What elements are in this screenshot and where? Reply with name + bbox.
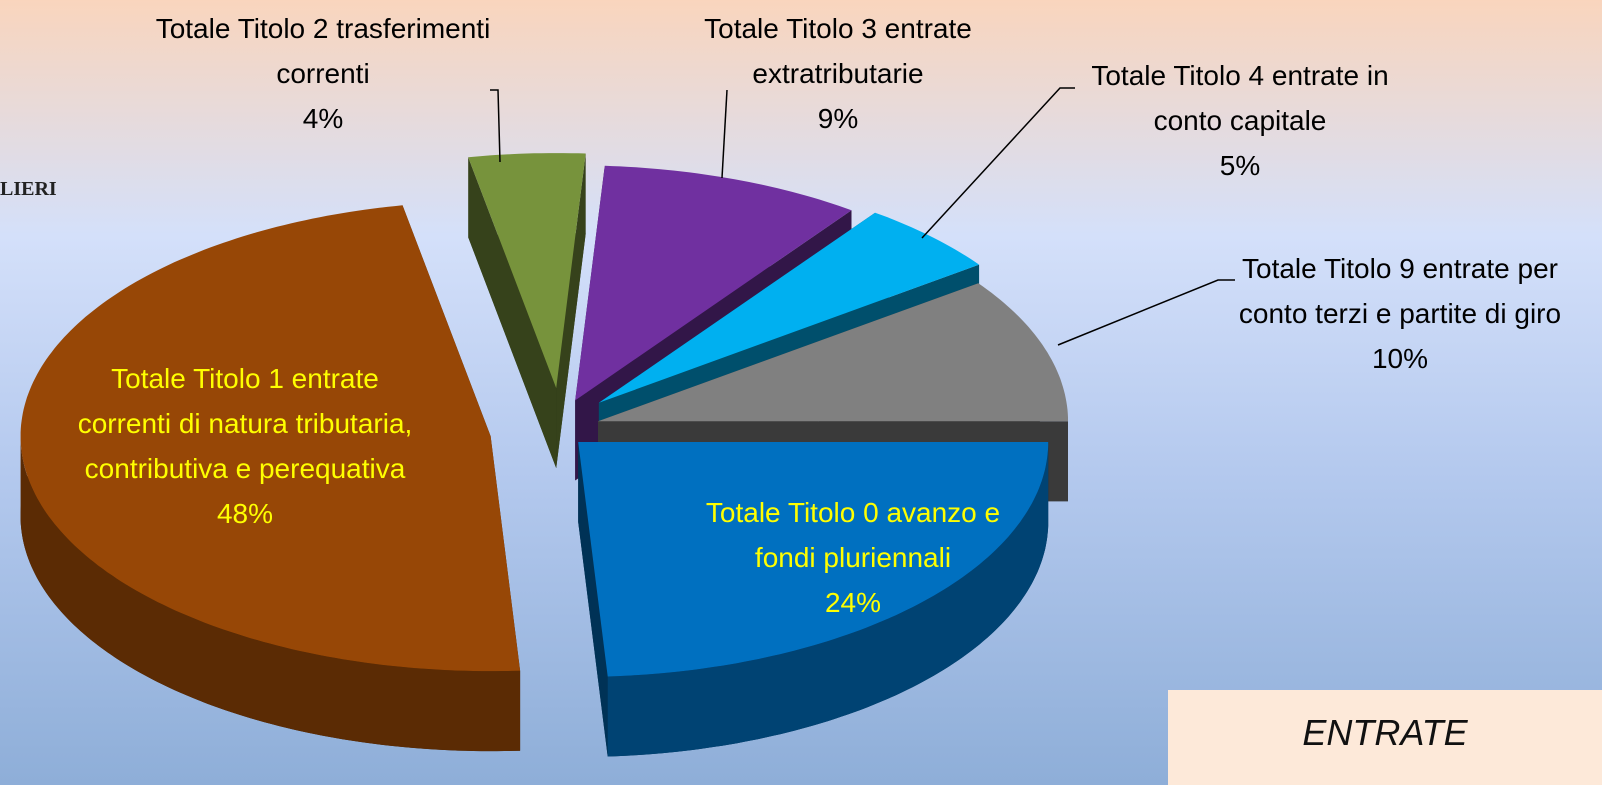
slice-label: Totale Titolo 3 entrate extratributarie 9… bbox=[663, 6, 1013, 141]
slice-label: Totale Titolo 2 trasferimenti correnti 4% bbox=[153, 6, 493, 141]
leader-line bbox=[721, 89, 728, 179]
slice-top bbox=[20, 205, 521, 672]
category-label: Totale Titolo 0 avanzo e fondi plurienna… bbox=[705, 497, 1001, 573]
leader-line bbox=[1057, 279, 1235, 346]
category-label: Totale Titolo 4 entrate in conto capital… bbox=[1091, 60, 1389, 136]
slice-label: Totale Titolo 9 entrate per conto terzi … bbox=[1235, 246, 1565, 381]
slice-label: Totale Titolo 0 avanzo e fondi plurienna… bbox=[683, 490, 1023, 625]
slice-top bbox=[575, 165, 852, 401]
title-box: ENTRATE bbox=[1168, 690, 1602, 785]
leader-line bbox=[921, 87, 1075, 239]
slice bbox=[578, 442, 1049, 757]
slice bbox=[468, 153, 586, 469]
box-title: ENTRATE bbox=[1302, 712, 1468, 753]
slice-label: Totale Titolo 4 entrate in conto capital… bbox=[1070, 53, 1410, 188]
slice bbox=[20, 205, 521, 752]
slice-wall bbox=[607, 442, 1049, 757]
slice-side bbox=[556, 153, 586, 469]
slice-top bbox=[598, 212, 980, 403]
value-label: 48% bbox=[216, 498, 274, 529]
value-label: 4% bbox=[302, 103, 344, 134]
slice-wall bbox=[20, 436, 521, 752]
value-label: 10% bbox=[1371, 343, 1429, 374]
category-label: Totale Titolo 9 entrate per conto terzi … bbox=[1238, 253, 1562, 329]
slice-side bbox=[578, 442, 608, 757]
slice-top bbox=[468, 153, 586, 389]
category-label: Totale Titolo 1 entrate correnti di natu… bbox=[77, 363, 413, 484]
slice-label: Totale Titolo 1 entrate correnti di natu… bbox=[75, 356, 415, 536]
slice-side bbox=[468, 157, 557, 469]
value-label: 24% bbox=[824, 587, 882, 618]
slice-top bbox=[578, 442, 1049, 677]
slice-top bbox=[598, 283, 1068, 422]
value-label: 5% bbox=[1219, 150, 1261, 181]
logo-text: LIERI bbox=[0, 178, 57, 200]
category-label: Totale Titolo 2 trasferimenti correnti bbox=[155, 13, 491, 89]
value-label: 9% bbox=[817, 103, 859, 134]
leader-line bbox=[490, 89, 501, 163]
category-label: Totale Titolo 3 entrate extratributarie bbox=[704, 13, 972, 89]
